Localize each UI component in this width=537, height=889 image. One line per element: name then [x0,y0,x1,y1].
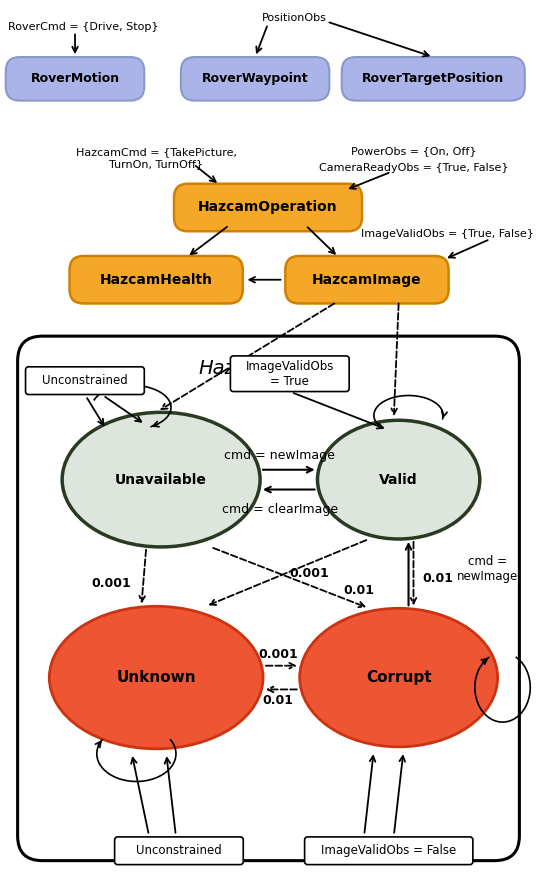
Ellipse shape [300,608,498,747]
Text: RoverCmd = {Drive, Stop}: RoverCmd = {Drive, Stop} [8,22,158,32]
Text: RoverTargetPosition: RoverTargetPosition [362,72,504,85]
Text: RoverWaypoint: RoverWaypoint [202,72,308,85]
FancyBboxPatch shape [114,837,243,865]
Text: Unknown: Unknown [117,670,196,685]
FancyBboxPatch shape [6,57,144,100]
FancyBboxPatch shape [304,837,473,865]
Text: HazcamHealth: HazcamHealth [100,273,213,287]
Text: 0.01: 0.01 [263,693,293,707]
FancyBboxPatch shape [230,356,349,391]
Text: RoverMotion: RoverMotion [31,72,120,85]
Ellipse shape [317,420,480,539]
Text: ImageValidObs
= True: ImageValidObs = True [245,360,334,388]
Text: 0.001: 0.001 [258,648,298,661]
FancyBboxPatch shape [181,57,329,100]
Text: 0.001: 0.001 [289,567,329,581]
Text: Unconstrained: Unconstrained [136,845,222,857]
Text: Corrupt: Corrupt [366,670,431,685]
Text: Unavailable: Unavailable [115,473,207,486]
Text: ImageValidObs = False: ImageValidObs = False [321,845,456,857]
FancyBboxPatch shape [342,57,525,100]
FancyBboxPatch shape [26,367,144,395]
Text: HazcamImage: HazcamImage [198,359,338,379]
Text: PositionObs: PositionObs [262,12,327,22]
Text: HazcamOperation: HazcamOperation [198,201,338,214]
Text: ImageValidObs = {True, False}: ImageValidObs = {True, False} [361,229,534,239]
Text: HazcamImage: HazcamImage [312,273,422,287]
FancyBboxPatch shape [70,256,243,303]
Text: cmd = newImage: cmd = newImage [224,449,335,462]
Text: PowerObs = {On, Off}: PowerObs = {On, Off} [351,146,476,156]
Ellipse shape [49,606,263,749]
Text: 0.01: 0.01 [344,584,374,597]
Text: Unconstrained: Unconstrained [42,374,128,388]
Text: CameraReadyObs = {True, False}: CameraReadyObs = {True, False} [319,163,508,172]
FancyBboxPatch shape [285,256,448,303]
Text: Valid: Valid [379,473,418,486]
Text: HazcamCmd = {TakePicture,
TurnOn, TurnOff}: HazcamCmd = {TakePicture, TurnOn, TurnOf… [76,148,237,169]
FancyBboxPatch shape [174,184,362,231]
Ellipse shape [62,412,260,547]
Text: 0.01: 0.01 [423,573,454,585]
Text: cmd = clearImage: cmd = clearImage [222,503,338,516]
Text: 0.001: 0.001 [92,577,132,590]
Text: cmd =
newImage: cmd = newImage [457,555,518,582]
FancyBboxPatch shape [18,336,519,861]
